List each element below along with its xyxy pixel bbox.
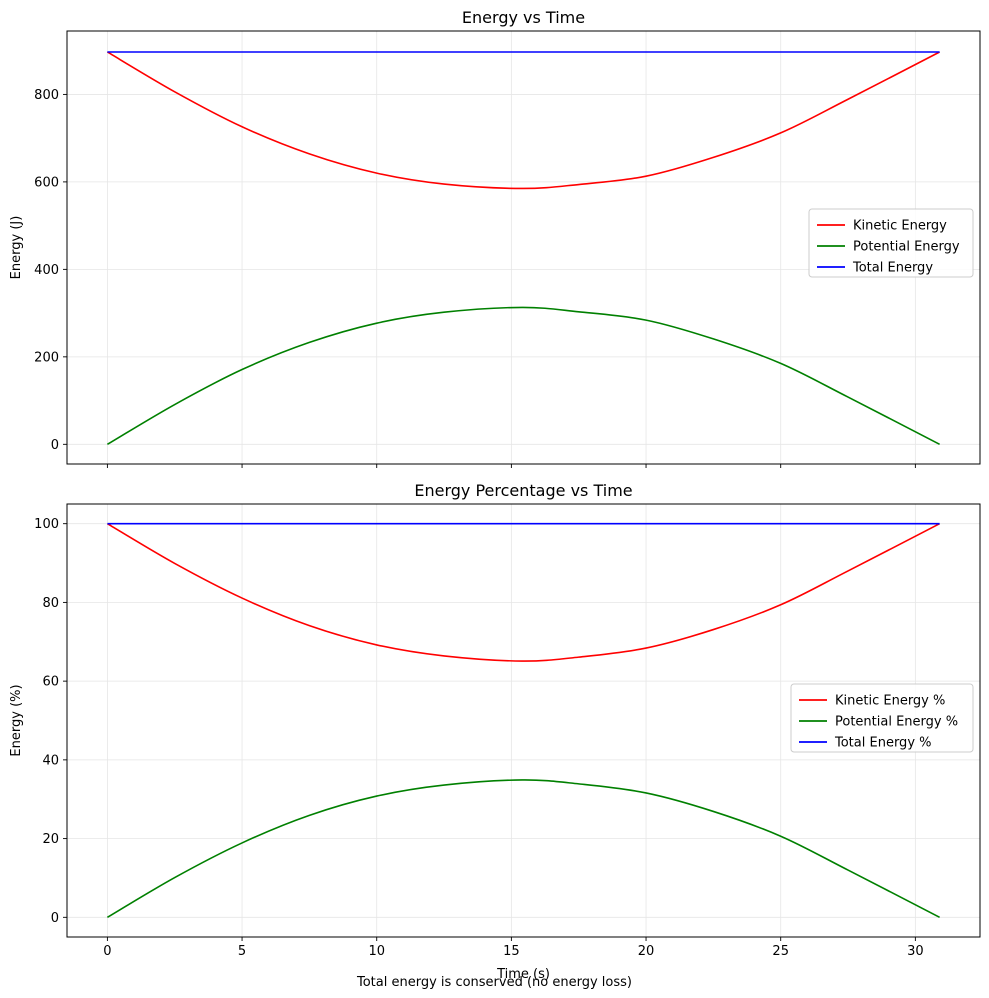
x-tick-label: 5: [238, 944, 246, 959]
series-line-0: [106, 522, 940, 662]
legend-label: Kinetic Energy: [853, 219, 947, 234]
y-tick-label: 20: [42, 832, 59, 847]
legend-label: Total Energy %: [834, 736, 932, 751]
y-axis-label: Energy (J): [9, 216, 24, 280]
y-tick-label: 0: [51, 438, 59, 453]
y-tick-label: 400: [34, 263, 59, 278]
y-tick-label: 800: [34, 88, 59, 103]
y-tick-label: 60: [42, 675, 59, 690]
y-tick-label: 600: [34, 175, 59, 190]
legend-box: [790, 683, 974, 753]
legend-label: Potential Energy: [853, 240, 960, 255]
plot-frame: [66, 503, 981, 938]
x-tick-label: 0: [103, 944, 111, 959]
y-tick-label: 80: [42, 596, 59, 611]
y-tick-label: 100: [34, 517, 59, 532]
x-tick-label: 25: [772, 944, 789, 959]
series-line-0: [106, 51, 940, 190]
series-line-1: [106, 306, 940, 446]
legend: Kinetic Energy % Potential Energy % Total …: [790, 683, 974, 753]
legend-label: Potential Energy %: [835, 715, 958, 730]
legend-box: [808, 208, 974, 278]
x-tick-label: 10: [368, 944, 385, 959]
y-tick-label: 40: [42, 753, 59, 768]
x-axis-label: Time (s): [496, 967, 550, 982]
energy-percentage-chart: 0 5 10 15 20 25 30 0 20 40 60 80 100 Energy Percentag…: [9, 481, 981, 982]
x-tick-label: 30: [907, 944, 924, 959]
chart-title: Energy Percentage vs Time: [414, 481, 632, 500]
legend: Kinetic Energy Potential Energy Total Ener…: [808, 208, 974, 278]
y-tick-label: 0: [51, 911, 59, 926]
plot-frame: [66, 30, 981, 465]
y-tick-label: 200: [34, 350, 59, 365]
x-tick-label: 15: [503, 944, 520, 959]
legend-label: Total Energy: [852, 261, 933, 276]
y-axis-label: Energy (%): [9, 684, 24, 756]
legend-label: Kinetic Energy %: [835, 694, 945, 709]
series-line-1: [106, 779, 940, 919]
x-tick-label: 20: [638, 944, 655, 959]
energy-chart: 0 200 400 600 800 Energy vs Time Energy (J) Kin…: [9, 8, 981, 468]
figure-caption: Total energy is conserved (no energy los…: [356, 975, 632, 990]
chart-title: Energy vs Time: [462, 8, 585, 27]
